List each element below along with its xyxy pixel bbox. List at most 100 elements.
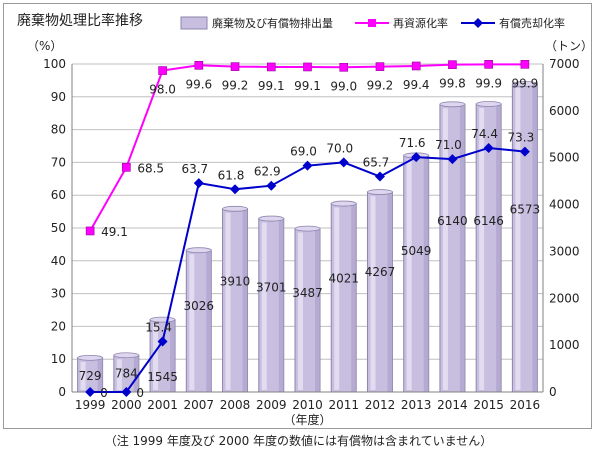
legend: 廃棄物及び有償物排出量 再資源化率 有償売却化率 bbox=[180, 16, 565, 30]
legend-bar-swatch bbox=[180, 16, 208, 30]
bar-value-label: 729 bbox=[79, 369, 102, 383]
y-left-tick-label: 100 bbox=[43, 57, 66, 71]
recycling-rate-marker bbox=[230, 62, 240, 71]
bar-shade bbox=[170, 319, 176, 392]
x-tick-label: 2016 bbox=[510, 398, 541, 412]
paid-sale-rate-marker bbox=[338, 157, 349, 168]
y-right-tick-label: 7000 bbox=[549, 57, 580, 71]
paid-sale-rate-label: 62.9 bbox=[254, 165, 281, 179]
recycling-rate-label: 99.8 bbox=[439, 77, 466, 91]
x-tick-label: 2000 bbox=[111, 398, 142, 412]
recycling-rate-label: 98.0 bbox=[149, 83, 176, 97]
y-right-tick-label: 3000 bbox=[549, 244, 580, 258]
bars bbox=[77, 81, 538, 393]
paid-sale-rate-label: 70.0 bbox=[326, 141, 353, 155]
bar-top bbox=[113, 352, 140, 359]
bar-shade bbox=[278, 218, 284, 392]
recycling-rate-marker bbox=[520, 60, 530, 69]
y-right-tick-label: 6000 bbox=[549, 104, 580, 118]
y-left-tick-label: 40 bbox=[51, 254, 66, 268]
x-tick-label: 2014 bbox=[437, 398, 468, 412]
bar-shade bbox=[351, 203, 357, 392]
bar-value-label: 5049 bbox=[401, 244, 432, 258]
bar-shade bbox=[496, 104, 502, 393]
y-left-tick-label: 30 bbox=[51, 287, 66, 301]
legend-paid-sale-label: 有償売却化率 bbox=[499, 16, 565, 30]
axes: 0102030405060708090100010002000300040005… bbox=[27, 39, 593, 427]
bar-highlight bbox=[370, 196, 376, 390]
paid-sale-rate-label: 0 bbox=[100, 386, 108, 400]
recycling-rate-marker bbox=[194, 61, 204, 70]
bar-value-label: 6573 bbox=[510, 202, 541, 216]
recycling-rate-marker bbox=[411, 61, 421, 71]
y-right-axis-title: （トン） bbox=[545, 39, 593, 53]
recycling-rate-label: 99.1 bbox=[258, 79, 285, 93]
y-left-tick-label: 90 bbox=[51, 90, 66, 104]
bar-value-label: 6140 bbox=[437, 214, 468, 228]
x-tick-label: 2011 bbox=[328, 398, 359, 412]
bar-highlight bbox=[261, 222, 267, 390]
recycling-rate-marker bbox=[339, 62, 349, 72]
recycling-rate-marker bbox=[484, 60, 493, 69]
recycling-rate-label: 99.4 bbox=[403, 78, 430, 92]
bar-value-label: 4021 bbox=[328, 272, 359, 286]
x-tick-label: 2015 bbox=[473, 398, 504, 412]
legend-bar-label: 廃棄物及び有償物排出量 bbox=[212, 16, 333, 30]
y-left-tick-label: 20 bbox=[51, 319, 66, 333]
y-right-tick-label: 4000 bbox=[549, 198, 580, 212]
legend-recycling-marker bbox=[368, 19, 376, 27]
y-right-tick-label: 0 bbox=[549, 385, 557, 399]
x-tick-label: 2008 bbox=[220, 398, 251, 412]
recycling-rate-label: 99.0 bbox=[330, 79, 357, 93]
bar-highlight bbox=[442, 108, 448, 390]
x-tick-label: 2012 bbox=[365, 398, 396, 412]
paid-sale-rate-marker bbox=[230, 184, 241, 195]
recycling-rate-marker bbox=[375, 62, 385, 71]
bar-value-label: 1545 bbox=[147, 370, 178, 384]
paid-sale-rate-marker bbox=[447, 154, 458, 165]
recycling-rate-marker bbox=[122, 163, 131, 172]
paid-sale-rate-marker bbox=[266, 180, 277, 191]
paid-sale-rate-label: 71.0 bbox=[435, 138, 462, 152]
bar-highlight bbox=[515, 88, 521, 391]
x-tick-label: 1999 bbox=[75, 398, 106, 412]
paid-sale-rate-label: 65.7 bbox=[363, 156, 390, 170]
paid-sale-rate-label: 69.0 bbox=[290, 145, 317, 159]
recycling-rate-label: 68.5 bbox=[137, 161, 164, 175]
bar-value-label: 4267 bbox=[365, 265, 396, 279]
bar-value-label: 3026 bbox=[184, 299, 215, 313]
bar-highlight bbox=[225, 212, 231, 390]
bar-shade bbox=[459, 104, 465, 392]
x-tick-label: 2010 bbox=[292, 398, 323, 412]
bar-top bbox=[222, 205, 248, 212]
paid-sale-rate-marker bbox=[302, 160, 313, 171]
recycling-rate-label: 99.2 bbox=[367, 79, 394, 93]
bar-highlight bbox=[298, 232, 303, 390]
bar-shade bbox=[133, 355, 139, 392]
y-right-tick-label: 5000 bbox=[549, 151, 580, 165]
bar-shade bbox=[532, 84, 538, 393]
y-left-tick-label: 10 bbox=[51, 352, 66, 366]
x-axis-title: （年度） bbox=[283, 412, 331, 427]
x-tick-label: 2009 bbox=[256, 398, 287, 412]
bar-top bbox=[367, 189, 393, 195]
bar-highlight bbox=[153, 323, 159, 390]
bar-highlight bbox=[80, 361, 86, 390]
paid-sale-rate-marker bbox=[411, 152, 422, 163]
bar-highlight bbox=[479, 108, 485, 391]
bar-shade bbox=[242, 208, 248, 392]
paid-sale-rate-label: 74.4 bbox=[471, 127, 498, 141]
bar-value-label: 3701 bbox=[256, 280, 287, 294]
bar-value-label: 6146 bbox=[473, 214, 504, 228]
y-right-tick-label: 2000 bbox=[549, 291, 580, 305]
bar-highlight bbox=[406, 159, 412, 390]
bar-top bbox=[475, 101, 502, 107]
x-tick-label: 2001 bbox=[147, 398, 178, 412]
bar-top bbox=[294, 225, 321, 232]
bar-highlight bbox=[334, 207, 340, 390]
bar-shade bbox=[387, 192, 393, 392]
paid-sale-rate-marker bbox=[85, 387, 96, 397]
paid-sale-rate-label: 73.3 bbox=[508, 131, 535, 145]
paid-sale-rate-label: 15.4 bbox=[145, 320, 172, 334]
